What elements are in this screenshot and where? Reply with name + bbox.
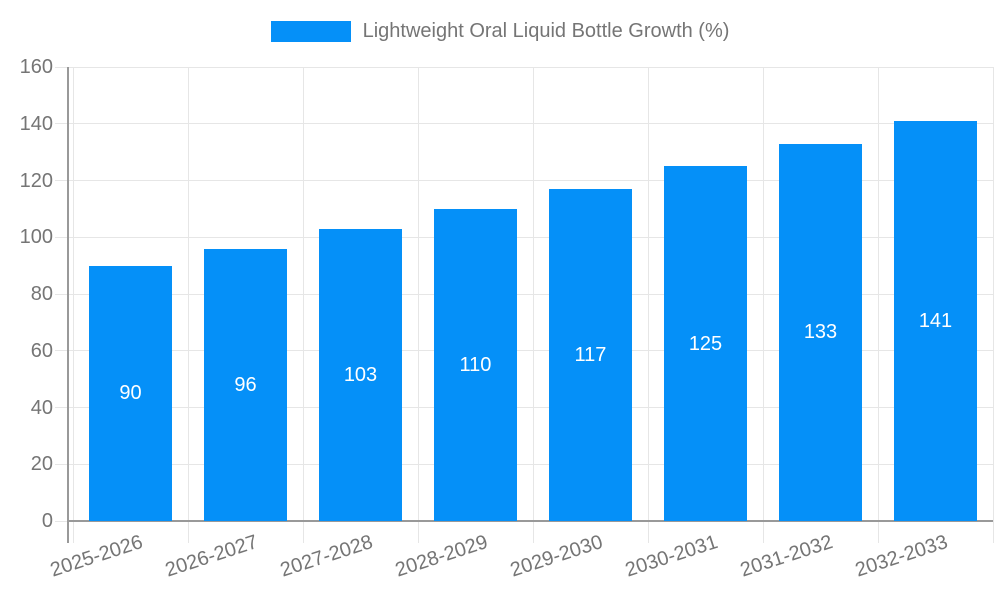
bar[interactable]: 133 [779,143,862,521]
x-axis-tick-label: 2029-2030 [507,531,606,582]
y-gridline [68,463,993,465]
bar[interactable]: 141 [894,120,977,521]
y-axis-tick-label: 100 [19,226,53,249]
bar[interactable]: 117 [549,189,632,521]
x-gridline [647,67,649,543]
y-axis-tick-label: 20 [30,453,53,476]
x-axis-tick-label: 2028-2029 [392,531,491,582]
y-axis-tick-label: 0 [41,510,53,532]
y-axis-tick [55,520,67,522]
y-gridline [68,293,993,295]
y-gridline [68,407,993,408]
x-gridline [877,67,879,543]
legend-label: Lightweight Oral Liquid Bottle Growth (%… [362,20,730,42]
x-gridline [302,67,304,543]
x-axis-tick-label: 2026-2027 [162,531,261,582]
y-axis-tick-label: 60 [30,339,53,362]
bar[interactable]: 96 [204,248,287,521]
bar-value-label: 125 [688,332,723,355]
y-axis-tick [55,66,67,68]
y-axis-tick [55,407,67,408]
y-gridline [68,350,993,352]
y-axis-tick [55,180,67,181]
legend-swatch [270,21,351,42]
x-axis-tick-label: 2027-2028 [277,531,376,582]
x-axis-tick-label: 2030-2031 [622,531,721,582]
bar-value-label: 110 [459,353,492,376]
chart-legend[interactable]: Lightweight Oral Liquid Bottle Growth (%… [0,20,1000,43]
y-axis-tick-label: 80 [30,283,53,305]
x-gridline [762,67,764,543]
y-axis-tick [55,293,67,295]
y-axis-tick [55,236,67,238]
y-axis-tick [55,123,67,125]
x-axis-tick-label: 2032-2033 [852,531,951,582]
plot-right-border [992,67,994,521]
x-gridline [187,67,189,543]
bar-value-label: 96 [234,373,257,396]
bar[interactable]: 103 [319,228,402,521]
y-axis-tick-label: 120 [19,169,53,192]
y-axis-tick [55,350,67,352]
y-axis-tick-label: 160 [19,56,53,78]
bar[interactable]: 90 [89,265,172,521]
y-axis-tick-label: 40 [30,396,53,419]
y-axis-tick-label: 140 [19,112,53,135]
x-gridline [72,67,74,543]
y-gridline [68,180,993,181]
y-axis-tick [55,463,67,465]
bar[interactable]: 125 [664,166,747,521]
bar-value-label: 141 [918,309,953,332]
y-axis [67,67,69,543]
bar-value-label: 103 [343,363,378,386]
bar-value-label: 117 [574,343,607,366]
x-axis [67,520,993,522]
x-axis-tick-label: 2031-2032 [737,531,836,582]
bar-value-label: 90 [119,382,142,405]
bar[interactable]: 110 [434,208,517,521]
y-gridline [68,66,993,68]
x-gridline [417,67,419,543]
x-gridline [532,67,534,543]
x-axis-tick-label: 2025-2026 [47,531,146,582]
y-gridline [68,123,993,125]
bar-value-label: 133 [803,321,838,344]
y-gridline [68,236,993,238]
